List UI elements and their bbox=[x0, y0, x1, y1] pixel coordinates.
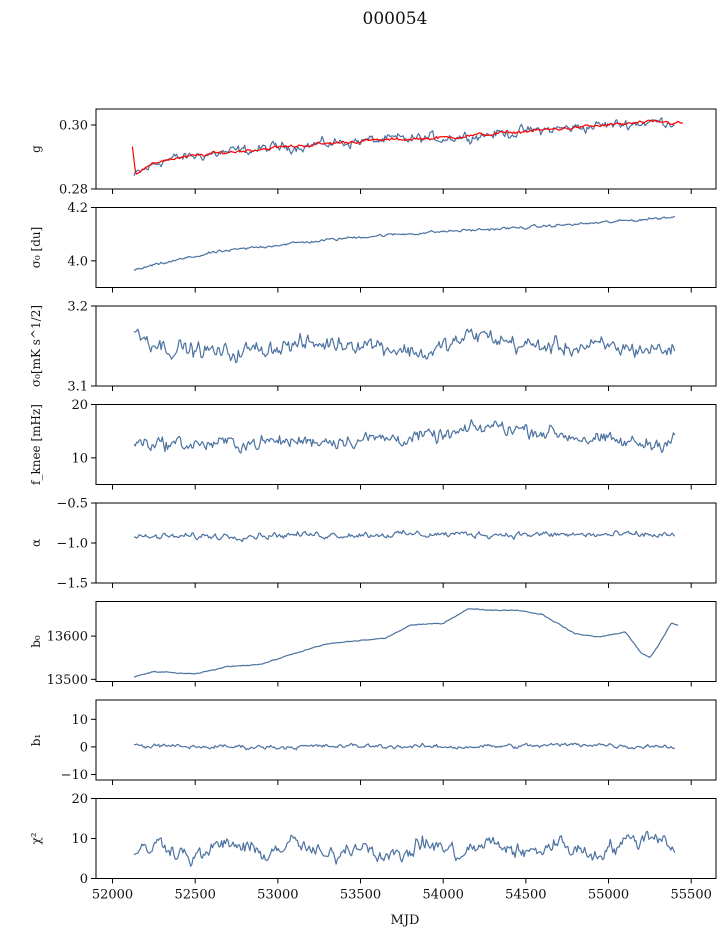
y-tick-label-alpha-2: −0.5 bbox=[56, 497, 88, 512]
x-tick-label-3: 53500 bbox=[340, 888, 381, 903]
panel-alpha: −1.5 −1.0 −0.5 α bbox=[29, 497, 717, 592]
y-axis-label-chi2: χ² bbox=[29, 832, 43, 844]
x-tick-label-7: 55500 bbox=[671, 888, 712, 903]
y-tick-label-b0-0: 13500 bbox=[47, 673, 88, 688]
y-tick-label-g-1: 0.30 bbox=[59, 119, 88, 134]
panel-sigma0-mk: 3.1 3.2 σ₀[mK s^1/2] bbox=[29, 300, 717, 395]
x-tick-label-0: 52000 bbox=[92, 888, 133, 903]
y-tick-label-chi2-1: 10 bbox=[71, 832, 88, 847]
series-line-b1-0 bbox=[133, 742, 675, 751]
x-tick-label-6: 55000 bbox=[588, 888, 629, 903]
y-tick-label-g-0: 0.28 bbox=[59, 183, 88, 198]
series-group-alpha bbox=[134, 529, 676, 543]
x-tick-label-2: 53000 bbox=[257, 888, 298, 903]
series-line-fknee-0 bbox=[133, 419, 676, 454]
y-axis-label-sigma0-mk: σ₀[mK s^1/2] bbox=[29, 305, 43, 387]
x-tick-label-4: 54000 bbox=[423, 888, 464, 903]
axis-frame-alpha bbox=[95, 502, 717, 584]
y-tick-label-alpha-0: −1.5 bbox=[56, 577, 88, 592]
y-tick-label-sigma0-du-1: 4.2 bbox=[67, 201, 88, 216]
y-axis-label-b0: b₀ bbox=[29, 635, 43, 648]
y-tick-label-b1-1: 0 bbox=[80, 740, 88, 755]
y-axis-label-sigma0-du: σ₀ [du] bbox=[29, 227, 43, 269]
x-tick-label-1: 52500 bbox=[175, 888, 216, 903]
axis-frame-b0 bbox=[95, 601, 717, 682]
series-line-g-1 bbox=[131, 119, 683, 175]
axis-frame-sigma0-mk bbox=[95, 305, 717, 387]
y-axis-label-alpha: α bbox=[29, 539, 43, 547]
series-group-chi2 bbox=[133, 830, 676, 867]
series-line-b0-0 bbox=[133, 608, 679, 678]
y-tick-label-sigma0-du-0: 4.0 bbox=[67, 254, 88, 269]
y-tick-label-b1-0: −10 bbox=[61, 768, 88, 783]
y-tick-label-b1-2: 10 bbox=[71, 713, 88, 728]
y-tick-label-chi2-0: 0 bbox=[80, 872, 88, 887]
panel-g: 0.28 0.30 g bbox=[29, 108, 717, 198]
y-tick-label-fknee-1: 20 bbox=[71, 398, 88, 413]
series-group-fknee bbox=[133, 419, 676, 454]
y-tick-label-chi2-2: 20 bbox=[71, 792, 88, 807]
series-line-sigma0-du-0 bbox=[133, 215, 676, 271]
y-tick-label-fknee-0: 10 bbox=[71, 451, 88, 466]
figure-title: 000054 bbox=[363, 9, 428, 29]
panel-sigma0-du: 4.0 4.2 σ₀ [du] bbox=[29, 201, 717, 293]
series-group-sigma0-du bbox=[133, 215, 676, 271]
series-line-g-0 bbox=[133, 117, 675, 176]
y-axis-label-b1: b₁ bbox=[29, 734, 43, 747]
axis-frame-sigma0-du bbox=[95, 207, 717, 288]
series-group-g bbox=[131, 117, 683, 176]
panel-fknee: 10 20 f_knee [mHz] bbox=[29, 398, 717, 490]
series-line-chi2-0 bbox=[133, 830, 676, 867]
series-group-b1 bbox=[133, 742, 675, 751]
y-tick-label-sigma0-mk-1: 3.2 bbox=[67, 300, 88, 315]
y-axis-label-g: g bbox=[29, 145, 43, 153]
series-group-b0 bbox=[133, 608, 679, 678]
panel-b1: −10 0 10 b₁ bbox=[29, 699, 717, 785]
panel-chi2: 0 10 20 52000 52500 53000 53500 54000 54500 55000… bbox=[29, 792, 717, 903]
series-line-sigma0-mk-0 bbox=[133, 328, 676, 364]
axis-frame-fknee bbox=[95, 404, 717, 485]
y-tick-label-sigma0-mk-0: 3.1 bbox=[67, 380, 88, 395]
y-tick-label-alpha-1: −1.0 bbox=[56, 537, 88, 552]
panels-group: 0.28 0.30 g 4.0 4.2 σ₀ [du] 3.1 3.2 σ₀[mK s^1/2]… bbox=[29, 108, 717, 903]
x-tick-label-5: 54500 bbox=[505, 888, 546, 903]
panel-b0: 13500 13600 b₀ bbox=[29, 601, 717, 688]
y-tick-label-b0-1: 13600 bbox=[47, 630, 88, 645]
y-axis-label-fknee: f_knee [mHz] bbox=[29, 404, 43, 485]
series-group-sigma0-mk bbox=[133, 328, 676, 364]
x-axis-label: MJD bbox=[391, 913, 420, 928]
series-line-alpha-0 bbox=[134, 529, 676, 543]
axis-frame-g bbox=[95, 108, 717, 190]
axis-frame-b1 bbox=[95, 699, 717, 781]
